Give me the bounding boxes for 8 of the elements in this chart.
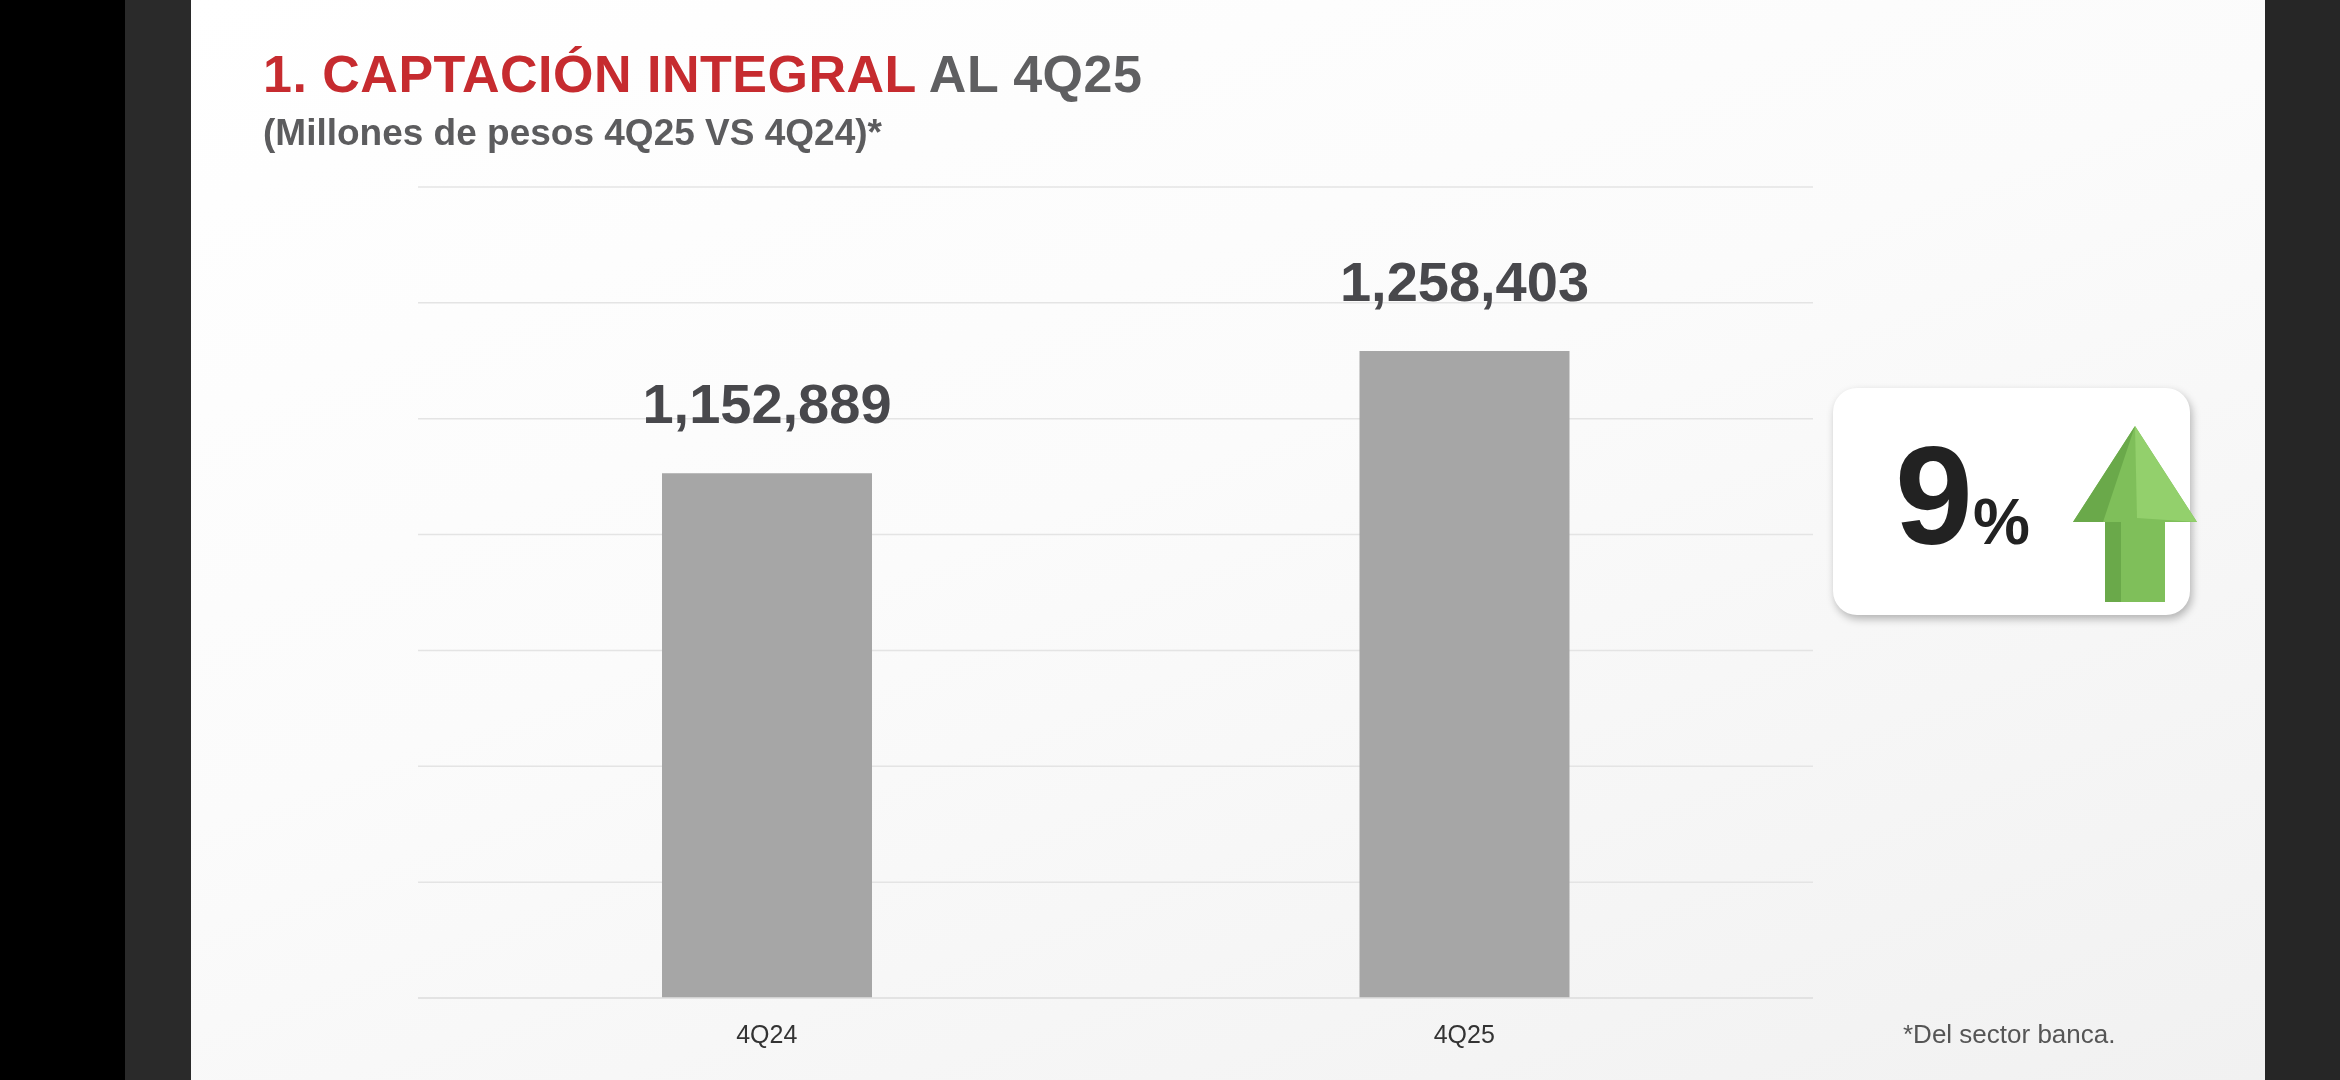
data-label: 1,258,403 xyxy=(1339,250,1590,314)
text: 9% xyxy=(1895,417,2030,574)
chart-subtitle: (Millones de pesos 4Q25 VS 4Q24)* xyxy=(263,112,882,154)
x-tick-label: 4Q24 xyxy=(736,1019,798,1048)
x-tick-label: 4Q25 xyxy=(1433,1019,1495,1048)
text: *Del sector banca. xyxy=(1903,1019,2116,1050)
chart-title: 1. CAPTACIÓN INTEGRAL AL 4Q25 xyxy=(263,45,1143,103)
data-label: 1,152,889 xyxy=(642,372,892,436)
